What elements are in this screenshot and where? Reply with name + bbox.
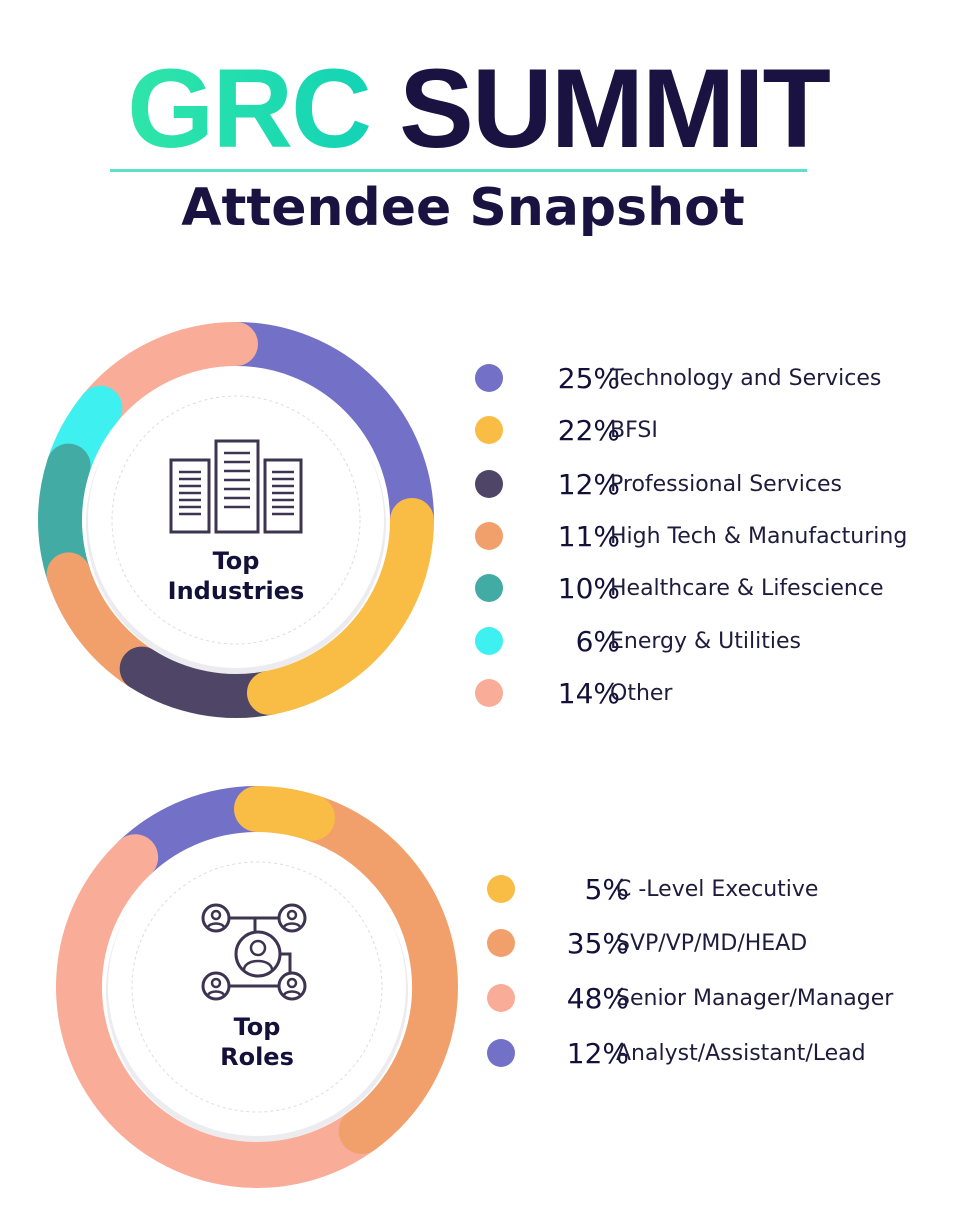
legend-percent: 25% [557,361,620,395]
legend-item: 5% C -Level Executive [487,872,818,906]
legend-item: 14% Other [475,676,672,710]
legend-percent: 11% [557,519,620,553]
legend-label: SVP/VP/MD/HEAD [616,930,808,956]
center-label-line: Top [212,547,260,575]
page-subtitle: Attendee Snapshot [181,178,745,238]
legend-label: Energy & Utilities [610,628,801,654]
legend-label: Healthcare & Lifescience [610,575,884,601]
center-label-line: Top [233,1013,281,1041]
title-divider [110,169,807,172]
legend-percent: 5% [584,872,629,906]
legend-swatch [475,679,503,707]
legend-label: C -Level Executive [616,876,819,902]
donut-segment-c-level-executive [234,786,336,841]
roles-center-label: Top Roles [157,1012,357,1072]
brand-summit: SUMMIT [399,46,831,171]
industries-center-label: Top Industries [136,546,336,606]
legend-swatch [475,470,503,498]
donut-segment-svp-vp-md-head [289,794,458,1155]
legend-swatch [475,364,503,392]
org-network-icon [201,903,307,1001]
legend-item: 10% Healthcare & Lifescience [475,571,884,605]
legend-item: 35% SVP/VP/MD/HEAD [487,926,807,960]
legend-item: 48% Senior Manager/Manager [487,981,893,1015]
legend-label: Technology and Services [610,365,882,391]
legend-item: 12% Professional Services [475,467,842,501]
legend-percent: 6% [575,624,620,658]
donut-segment-senior-manager-manager [56,834,385,1188]
industries-donut [38,322,434,718]
legend-percent: 12% [566,1036,629,1070]
legend-label: Other [610,680,673,706]
legend-item: 12% Analyst/Assistant/Lead [487,1036,866,1070]
legend-swatch [475,416,503,444]
donut-segment-bfsi [246,498,434,715]
legend-swatch [487,929,515,957]
legend-item: 6% Energy & Utilities [475,624,801,658]
legend-swatch [475,574,503,602]
legend-label: Senior Manager/Manager [616,985,894,1011]
legend-percent: 35% [566,926,629,960]
legend-label: High Tech & Manufacturing [610,523,908,549]
legend-percent: 10% [557,571,620,605]
donut-segment-technology-and-services [214,322,434,542]
center-label-line: Industries [167,577,305,605]
legend-item: 11% High Tech & Manufacturing [475,519,907,553]
legend-percent: 48% [566,981,629,1015]
legend-item: 22% BFSI [475,413,658,447]
center-dashed-ring [131,861,383,1113]
legend-item: 25% Technology and Services [475,361,881,395]
center-dashed-ring [111,395,361,645]
legend-percent: 12% [557,467,620,501]
legend-label: BFSI [610,417,658,443]
center-label-line: Roles [220,1043,294,1071]
legend-label: Analyst/Assistant/Lead [616,1040,866,1066]
brand-grc: GRC [127,46,372,171]
brand-title: GRC SUMMIT [0,44,956,174]
legend-label: Professional Services [610,471,842,497]
legend-swatch [475,627,503,655]
legend-percent: 22% [557,413,620,447]
legend-swatch [487,984,515,1012]
legend-swatch [475,522,503,550]
legend-percent: 14% [557,676,620,710]
legend-swatch [487,1039,515,1067]
legend-swatch [487,875,515,903]
center-disk [88,372,384,668]
buildings-icon [169,439,303,534]
